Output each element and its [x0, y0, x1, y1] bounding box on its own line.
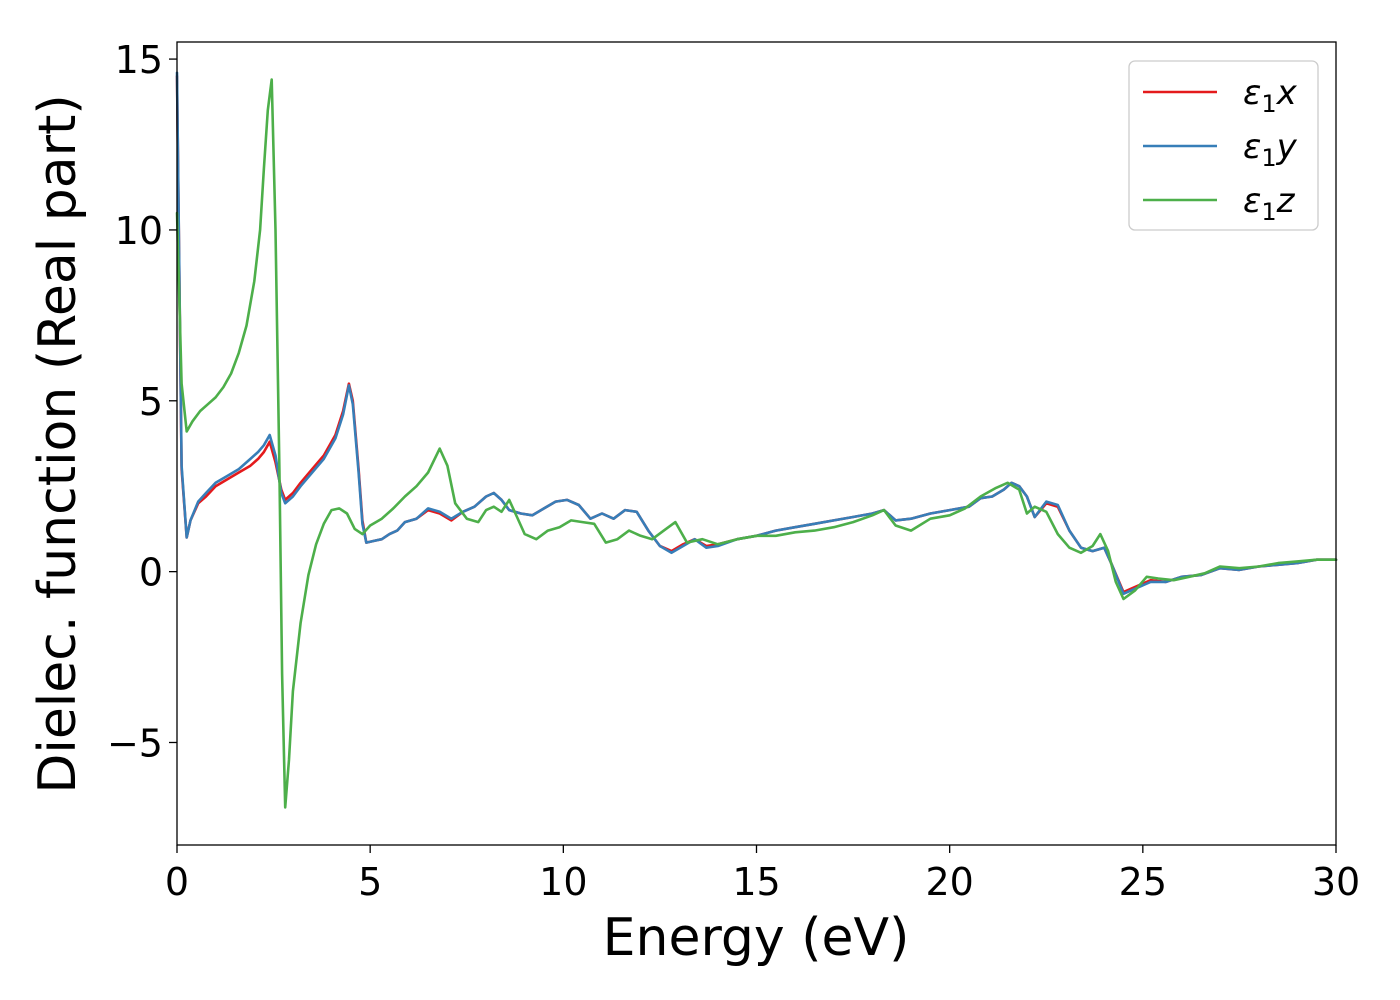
x-axis: 0 5 10 15 20 25 30 [165, 845, 1360, 904]
legend: ε1x ε1y ε1z [1128, 60, 1319, 231]
legend-label-y: ε1y [1243, 127, 1298, 172]
series-layer [175, 71, 1338, 809]
legend-label-x: ε1x [1243, 73, 1298, 118]
y-tick-label: 10 [115, 209, 163, 253]
x-axis-title: Energy (eV) [603, 908, 910, 968]
x-tick-label: 5 [358, 860, 382, 904]
y-tick-label: 0 [139, 551, 163, 595]
series-line-z [175, 78, 1338, 809]
y-tick-label: 5 [139, 380, 163, 424]
y-tick-label: −5 [107, 721, 163, 765]
legend-label-z: ε1z [1243, 181, 1296, 226]
x-tick-label: 0 [165, 860, 189, 904]
y-tick-label: 15 [115, 38, 163, 82]
x-tick-label: 25 [1119, 860, 1167, 904]
x-tick-label: 20 [925, 860, 973, 904]
y-axis-title: Dielec. function (Real part) [28, 94, 88, 793]
x-tick-label: 15 [732, 860, 780, 904]
x-tick-label: 10 [539, 860, 587, 904]
legend-box [1128, 60, 1319, 231]
x-tick-label: 30 [1312, 860, 1360, 904]
y-axis: −5 0 5 10 15 [107, 38, 177, 765]
series-line-y [175, 71, 1338, 596]
